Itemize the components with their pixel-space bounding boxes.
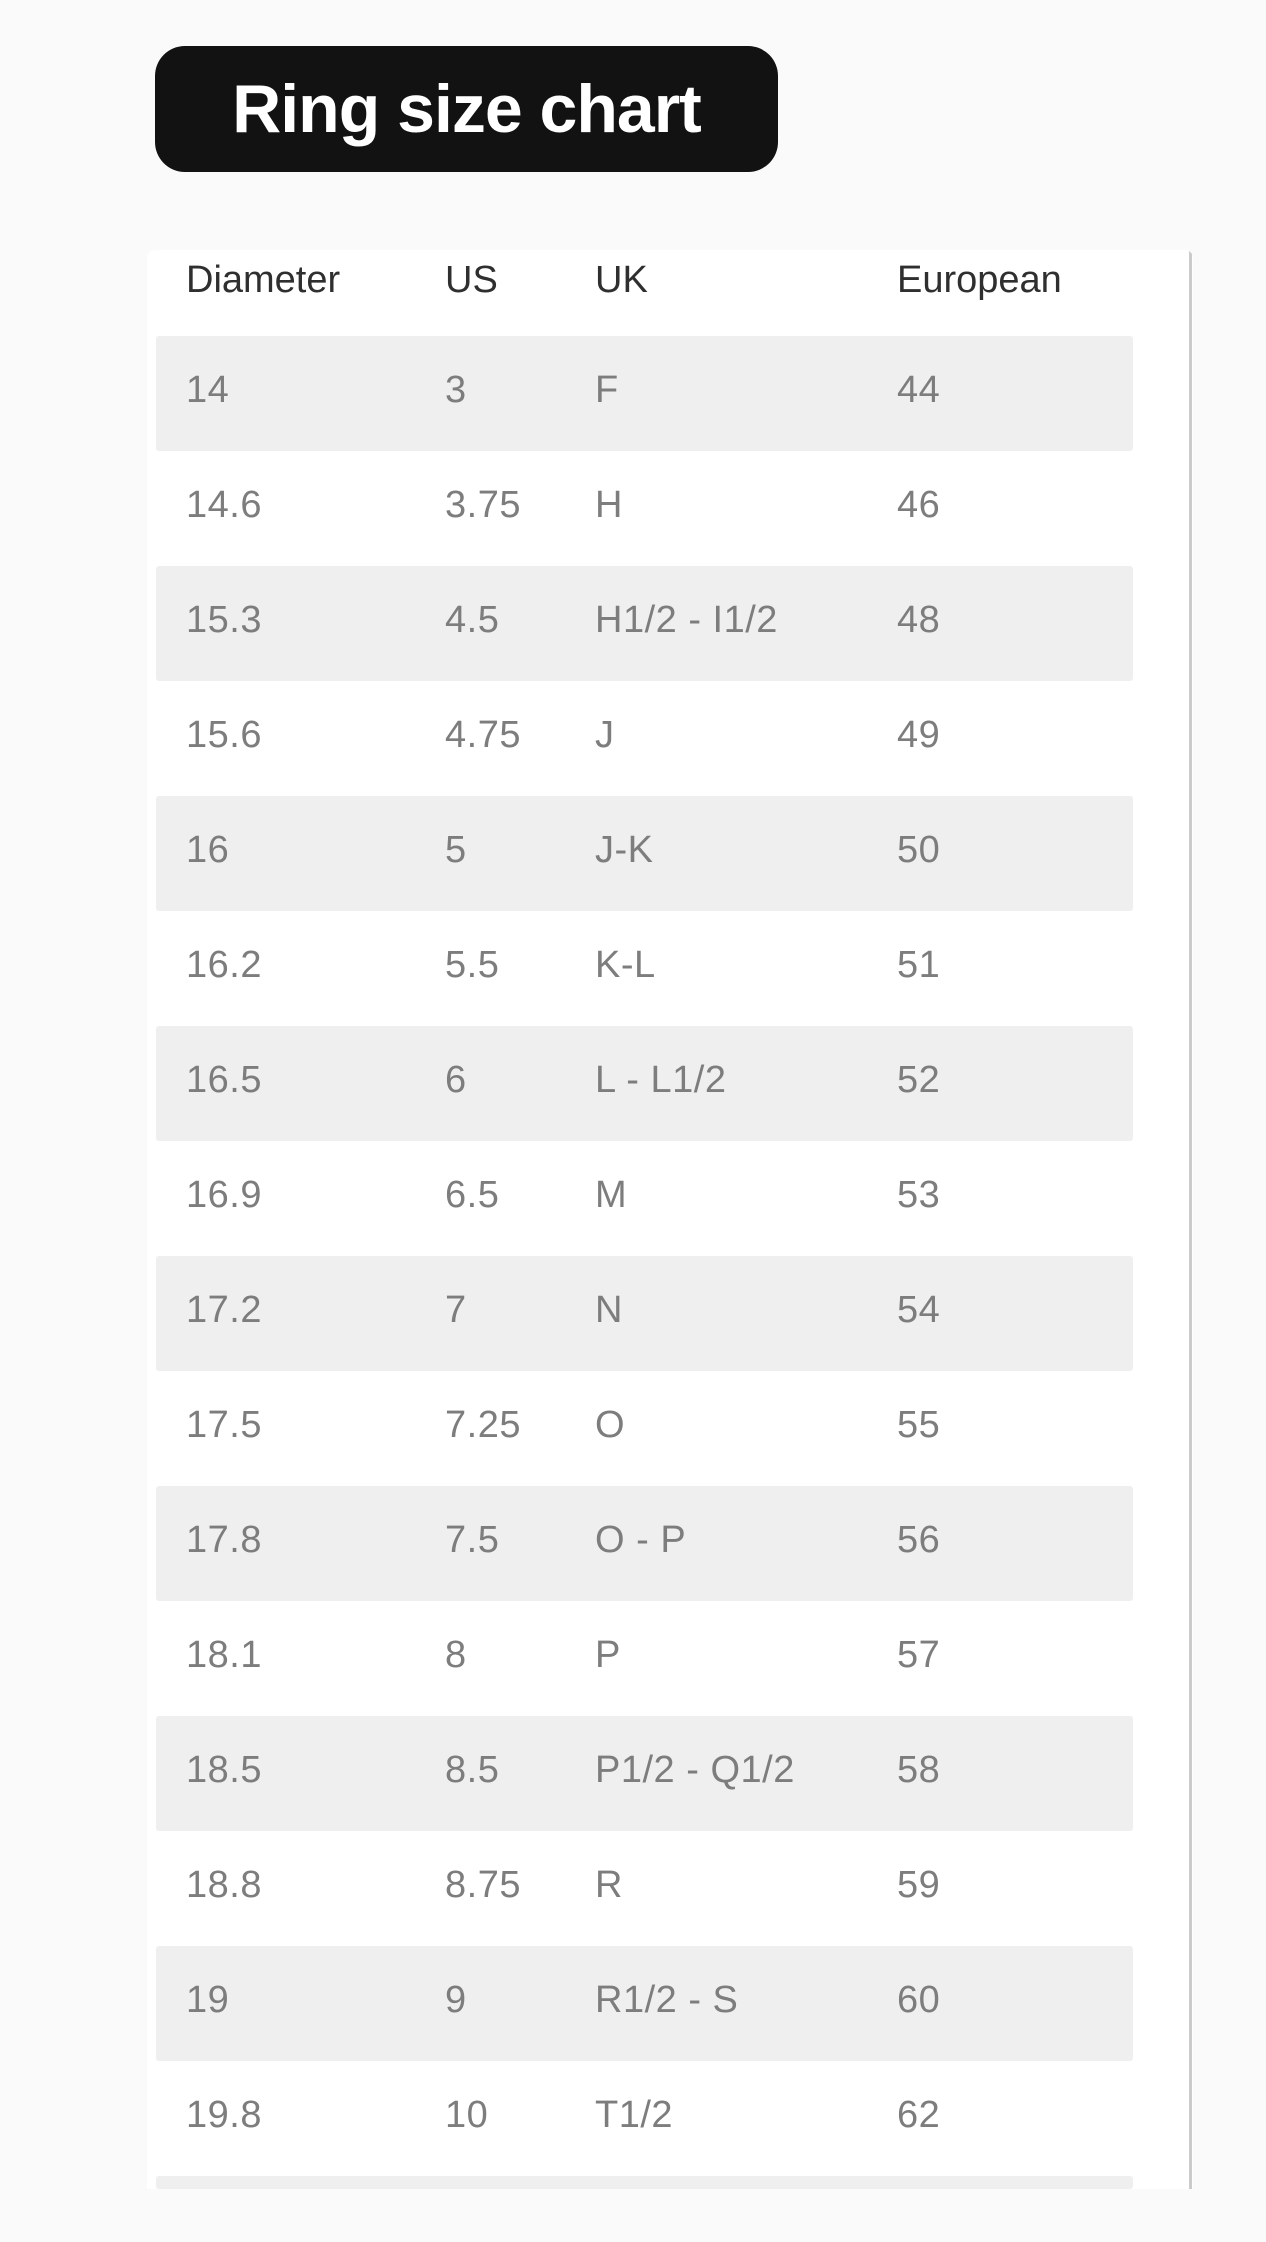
column-header-european: European <box>897 258 1062 301</box>
cell-diameter: 17.2 <box>186 1289 262 1331</box>
table-row: 16.9 6.5 M 53 <box>156 1141 1133 1256</box>
cell-diameter: 16.9 <box>186 1174 262 1216</box>
cell-uk: H <box>595 484 623 526</box>
table-row: 17.5 7.25 O 55 <box>156 1371 1133 1486</box>
cell-uk: J-K <box>595 829 654 871</box>
column-header-uk: UK <box>595 258 648 301</box>
cell-european: 51 <box>897 944 941 986</box>
title-badge: Ring size chart <box>155 46 778 172</box>
cell-us: 9 <box>445 1979 467 2021</box>
column-header-diameter: Diameter <box>186 258 341 301</box>
cell-european: 59 <box>897 1864 941 1906</box>
table-row: 16.2 5.5 K-L 51 <box>156 911 1133 1026</box>
cell-us: 6.5 <box>445 1174 500 1216</box>
cell-european: 56 <box>897 1519 941 1561</box>
cell-european: 57 <box>897 1634 941 1676</box>
table-row: 15.6 4.75 J 49 <box>156 681 1133 796</box>
cell-diameter: 17.8 <box>186 1519 262 1561</box>
cell-uk: K-L <box>595 944 656 986</box>
cell-european: 58 <box>897 1749 941 1791</box>
cell-uk: O - P <box>595 1519 687 1561</box>
cell-european: 49 <box>897 714 941 756</box>
table-row: 17.8 7.5 O - P 56 <box>156 1486 1133 1601</box>
cell-european: 50 <box>897 829 941 871</box>
cell-european: 60 <box>897 1979 941 2021</box>
cell-diameter: 14 <box>186 369 230 411</box>
cell-uk: O <box>595 1404 626 1446</box>
table-row: 19 9 R1/2 - S 60 <box>156 1946 1133 2061</box>
table-row: 18.1 8 P 57 <box>156 1601 1133 1716</box>
cell-diameter: 18.1 <box>186 1634 262 1676</box>
cell-us: 7 <box>445 1289 467 1331</box>
cell-uk: N <box>595 1289 623 1331</box>
table-row: 16.5 6 L - L1/2 52 <box>156 1026 1133 1141</box>
scrollbar[interactable] <box>1189 250 1192 2189</box>
cell-us: 5.5 <box>445 944 500 986</box>
table-body: 14 3 F 44 14.6 3.75 H 46 15.3 4.5 H1/2 - I1/2 48 15.… <box>147 336 1193 2189</box>
ring-size-table[interactable]: Diameter US UK European 14 3 F 44 14.6 3.75 H 4… <box>147 250 1193 2189</box>
cell-uk: T1/2 <box>595 2094 674 2136</box>
cell-uk: F <box>595 369 619 411</box>
cell-uk: L - L1/2 <box>595 1059 727 1101</box>
cell-diameter: 16.2 <box>186 944 262 986</box>
cell-us: 8.75 <box>445 1864 521 1906</box>
cell-diameter: 18.5 <box>186 1749 262 1791</box>
cell-diameter: 19 <box>186 1979 230 2021</box>
table-row: 16 5 J-K 50 <box>156 796 1133 911</box>
cell-uk: P1/2 - Q1/2 <box>595 1749 795 1791</box>
cell-diameter: 14.6 <box>186 484 262 526</box>
cell-us: 5 <box>445 829 467 871</box>
cell-european: 48 <box>897 599 941 641</box>
column-header-us: US <box>445 258 498 301</box>
cell-uk: P <box>595 1634 621 1676</box>
cell-uk: J <box>595 714 615 756</box>
cell-european: 46 <box>897 484 941 526</box>
cell-diameter: 17.5 <box>186 1404 262 1446</box>
table-header-row: Diameter US UK European <box>156 250 1133 336</box>
cell-diameter: 19.8 <box>186 2094 262 2136</box>
cell-european: 44 <box>897 369 941 411</box>
cell-uk: R1/2 - S <box>595 1979 739 2021</box>
cell-diameter: 18.8 <box>186 1864 262 1906</box>
table-row: 17.2 7 N 54 <box>156 1256 1133 1371</box>
cell-us: 6 <box>445 1059 467 1101</box>
cell-us: 8.5 <box>445 1749 500 1791</box>
cell-us: 3 <box>445 369 467 411</box>
page-title: Ring size chart <box>232 71 702 147</box>
table-row: 18.5 8.5 P1/2 - Q1/2 58 <box>156 1716 1133 1831</box>
cell-uk: H1/2 - I1/2 <box>595 599 778 641</box>
cell-uk: M <box>595 1174 628 1216</box>
cell-european: 52 <box>897 1059 941 1101</box>
cell-us: 4.5 <box>445 599 500 641</box>
table-row: 14 3 F 44 <box>156 336 1133 451</box>
cell-diameter: 15.3 <box>186 599 262 641</box>
table-row: 15.3 4.5 H1/2 - I1/2 48 <box>156 566 1133 681</box>
cell-uk: R <box>595 1864 623 1906</box>
cell-european: 62 <box>897 2094 941 2136</box>
table-row: 14.6 3.75 H 46 <box>156 451 1133 566</box>
cell-european: 55 <box>897 1404 941 1446</box>
cell-diameter: 16 <box>186 829 230 871</box>
cell-us: 8 <box>445 1634 467 1676</box>
partial-next-row <box>156 2176 1133 2189</box>
cell-european: 53 <box>897 1174 941 1216</box>
cell-us: 3.75 <box>445 484 521 526</box>
cell-us: 7.5 <box>445 1519 500 1561</box>
table-row: 19.8 10 T1/2 62 <box>156 2061 1133 2176</box>
table-row: 18.8 8.75 R 59 <box>156 1831 1133 1946</box>
cell-us: 4.75 <box>445 714 521 756</box>
cell-european: 54 <box>897 1289 941 1331</box>
cell-us: 10 <box>445 2094 489 2136</box>
cell-diameter: 15.6 <box>186 714 262 756</box>
cell-diameter: 16.5 <box>186 1059 262 1101</box>
cell-us: 7.25 <box>445 1404 521 1446</box>
